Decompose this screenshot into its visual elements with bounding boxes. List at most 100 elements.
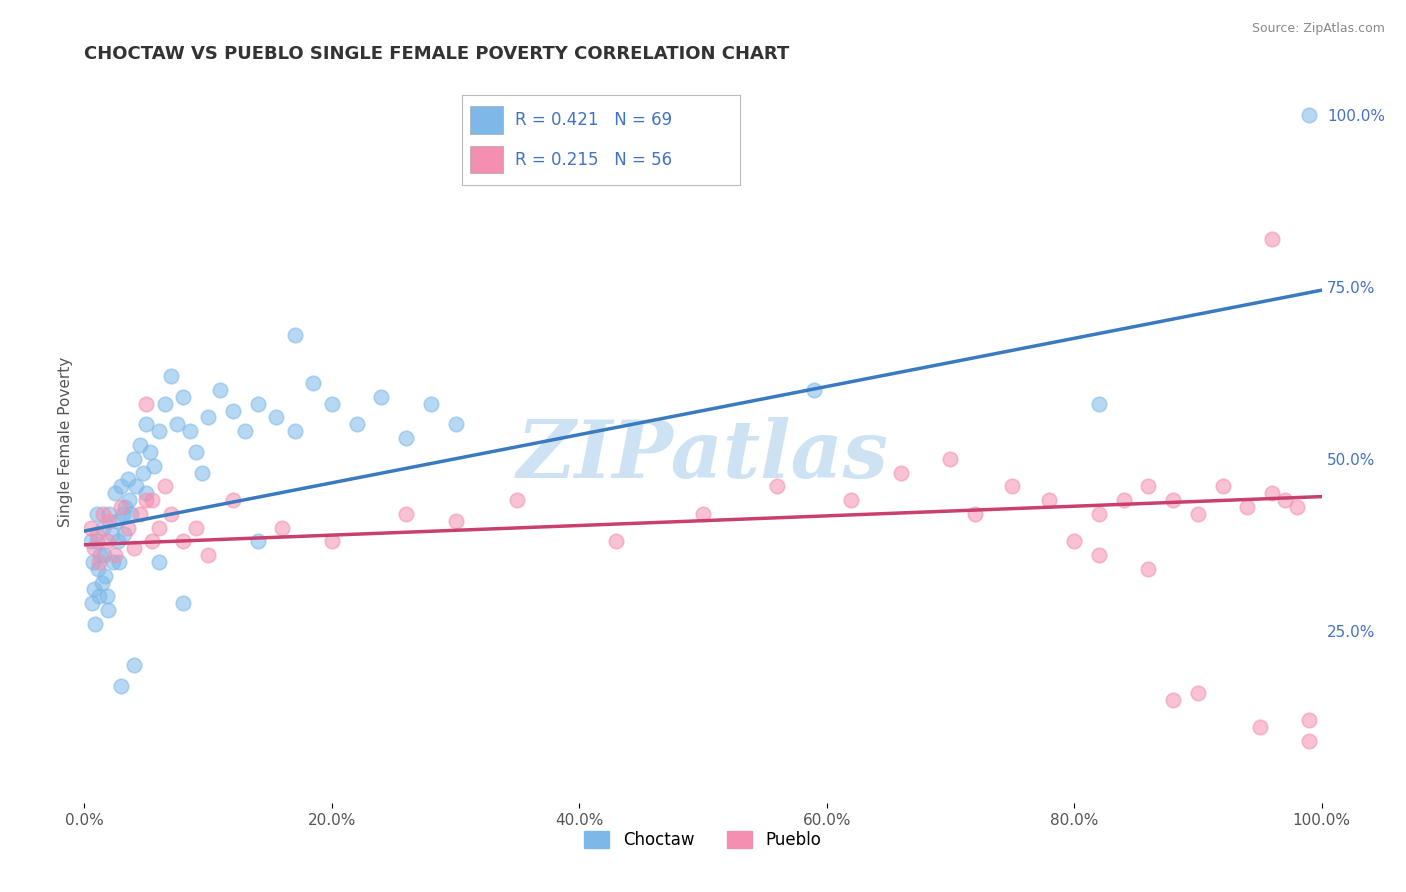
Point — [222, 493, 245, 508]
Point — [419, 397, 441, 411]
Point — [148, 520, 170, 534]
Point — [91, 520, 114, 534]
Point — [179, 424, 201, 438]
Point — [1285, 500, 1308, 514]
Point — [153, 479, 176, 493]
Point — [1261, 486, 1284, 500]
Point — [197, 410, 219, 425]
Point — [395, 507, 418, 521]
Point — [91, 507, 114, 521]
Point — [114, 500, 136, 514]
Point — [98, 507, 121, 521]
Point — [1161, 692, 1184, 706]
Point — [96, 590, 118, 604]
Point — [1001, 479, 1024, 493]
Point — [129, 507, 152, 521]
Point — [98, 514, 121, 528]
Point — [104, 548, 127, 562]
Point — [766, 479, 789, 493]
Point — [122, 451, 145, 466]
Point — [148, 424, 170, 438]
Point — [370, 390, 392, 404]
Point — [184, 520, 207, 534]
Point — [321, 534, 343, 549]
Point — [117, 520, 139, 534]
Point — [110, 479, 132, 493]
Point — [110, 679, 132, 693]
Text: CHOCTAW VS PUEBLO SINGLE FEMALE POVERTY CORRELATION CHART: CHOCTAW VS PUEBLO SINGLE FEMALE POVERTY … — [84, 45, 790, 63]
Point — [135, 493, 157, 508]
Point — [172, 534, 194, 549]
Point — [120, 507, 142, 521]
Point — [79, 534, 101, 549]
Point — [246, 397, 269, 411]
Point — [271, 520, 294, 534]
Point — [1274, 493, 1296, 508]
Point — [118, 493, 141, 508]
Point — [1088, 507, 1111, 521]
Point — [141, 534, 163, 549]
Point — [86, 527, 108, 541]
Point — [108, 555, 131, 569]
Point — [1212, 479, 1234, 493]
Point — [89, 555, 111, 569]
Point — [96, 534, 118, 549]
Point — [160, 369, 183, 384]
Point — [222, 403, 245, 417]
Point — [1161, 493, 1184, 508]
Point — [84, 616, 107, 631]
Point — [1137, 479, 1160, 493]
Point — [1038, 493, 1060, 508]
Point — [803, 383, 825, 397]
Point — [346, 417, 368, 432]
Point — [93, 548, 115, 562]
Point — [890, 466, 912, 480]
Point — [1187, 507, 1209, 521]
Point — [141, 493, 163, 508]
Text: ZIPatlas: ZIPatlas — [517, 417, 889, 495]
Point — [321, 397, 343, 411]
Point — [104, 486, 127, 500]
Point — [125, 479, 148, 493]
Point — [142, 458, 165, 473]
Point — [139, 445, 162, 459]
Point — [107, 534, 129, 549]
Point — [302, 376, 325, 390]
Point — [444, 514, 467, 528]
Y-axis label: Single Female Poverty: Single Female Poverty — [58, 357, 73, 526]
Point — [148, 555, 170, 569]
Point — [135, 417, 157, 432]
Point — [605, 534, 627, 549]
Point — [1298, 713, 1320, 727]
Point — [965, 507, 987, 521]
Point — [122, 658, 145, 673]
Point — [1298, 734, 1320, 748]
Point — [264, 410, 287, 425]
Point — [172, 390, 194, 404]
Point — [129, 438, 152, 452]
Point — [89, 548, 111, 562]
Text: Source: ZipAtlas.com: Source: ZipAtlas.com — [1251, 22, 1385, 36]
Point — [101, 555, 124, 569]
Point — [110, 500, 132, 514]
Point — [1236, 500, 1258, 514]
Point — [89, 590, 111, 604]
Point — [83, 541, 105, 556]
Point — [1298, 108, 1320, 122]
Point — [79, 520, 101, 534]
Point — [112, 527, 135, 541]
Point — [395, 431, 418, 445]
Point — [131, 466, 153, 480]
Point — [87, 562, 110, 576]
Point — [444, 417, 467, 432]
Point — [135, 397, 157, 411]
Point — [105, 514, 128, 528]
Point — [80, 596, 103, 610]
Point — [246, 534, 269, 549]
Point — [111, 507, 134, 521]
Point — [506, 493, 529, 508]
Point — [284, 327, 307, 342]
Point — [100, 527, 122, 541]
Point — [94, 568, 117, 582]
Point — [1261, 231, 1284, 245]
